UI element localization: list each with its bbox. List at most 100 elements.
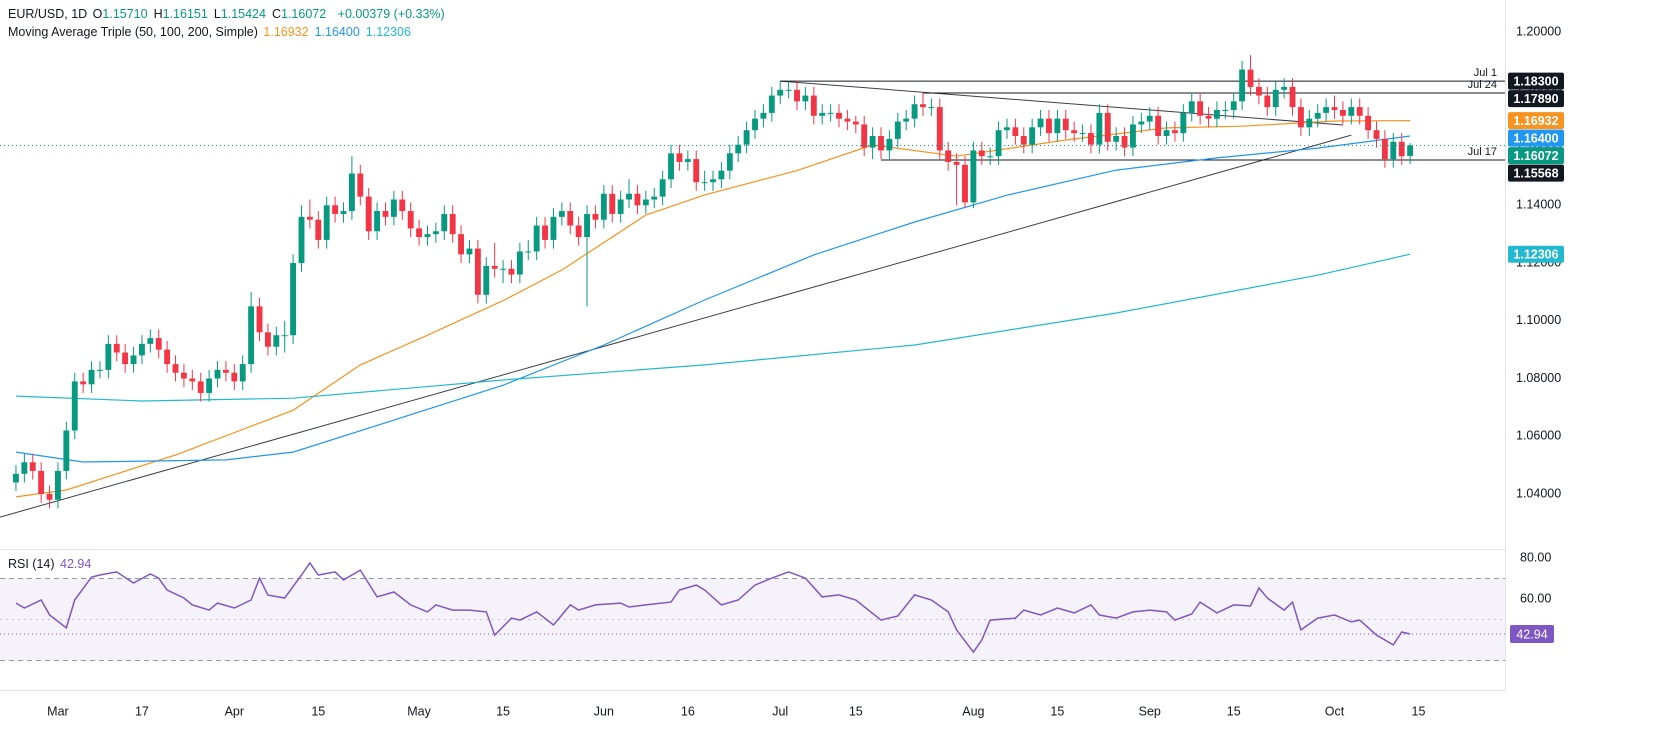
x-tick-label: Aug bbox=[962, 704, 984, 718]
level-label: Jul 17 bbox=[1468, 146, 1497, 158]
candle-body bbox=[399, 199, 406, 212]
candle-body bbox=[1029, 127, 1036, 145]
x-tick-label: 15 bbox=[1227, 704, 1241, 718]
price-tag bbox=[1508, 72, 1564, 90]
candle-body bbox=[189, 378, 196, 382]
candle-body bbox=[122, 352, 129, 365]
price-tag-label: 1.15568 bbox=[1513, 166, 1558, 180]
candle-body bbox=[1239, 69, 1246, 102]
rsi-tick-label: 60.00 bbox=[1520, 591, 1551, 605]
price-tag bbox=[1508, 245, 1564, 263]
price-tag bbox=[1508, 112, 1564, 130]
candle-body bbox=[1398, 141, 1405, 157]
x-tick-label: Jul bbox=[772, 704, 788, 718]
candle-body bbox=[567, 211, 574, 226]
candle-body bbox=[113, 343, 120, 353]
candle-body bbox=[474, 248, 481, 295]
candle-body bbox=[508, 268, 515, 275]
price-tag-label: 1.16072 bbox=[1513, 149, 1558, 163]
candle-body bbox=[962, 164, 968, 203]
candle-body bbox=[777, 89, 784, 96]
x-tick-label: Mar bbox=[47, 704, 69, 718]
symbol: EUR/USD, 1D bbox=[8, 7, 88, 21]
candle-body bbox=[21, 462, 28, 474]
candle-body bbox=[869, 135, 876, 148]
candle-body bbox=[38, 470, 45, 495]
candle-body bbox=[1281, 86, 1288, 90]
rsi-tag-label: 42.94 bbox=[1516, 627, 1547, 641]
price-tag-label: 1.12306 bbox=[1513, 247, 1558, 261]
candle-body bbox=[760, 112, 767, 119]
candle-body bbox=[180, 372, 187, 379]
candle-body bbox=[55, 470, 61, 500]
candle-body bbox=[1222, 110, 1229, 112]
candle-body bbox=[1088, 133, 1094, 145]
candle-body bbox=[1365, 115, 1372, 131]
price-tag bbox=[1508, 164, 1564, 182]
candle-body bbox=[802, 95, 809, 102]
candle-body bbox=[323, 205, 330, 240]
candle-body bbox=[164, 349, 171, 365]
candle-body bbox=[894, 121, 901, 139]
change: +0.00379 (+0.33%) bbox=[337, 7, 445, 21]
candle-body bbox=[424, 234, 431, 238]
candle-body bbox=[1079, 133, 1086, 135]
candle-body bbox=[743, 130, 750, 145]
rsi-value: 42.94 bbox=[60, 557, 92, 571]
candle-body bbox=[726, 153, 733, 171]
candle-body bbox=[836, 112, 842, 119]
price-tag bbox=[1508, 90, 1564, 108]
candle-body bbox=[584, 213, 590, 238]
candle-body bbox=[1356, 107, 1363, 116]
candle-body bbox=[390, 199, 397, 217]
candle-body bbox=[810, 95, 817, 116]
ma-value: 1.16400 bbox=[314, 25, 360, 39]
candle-body bbox=[701, 182, 708, 184]
candle-body bbox=[407, 211, 414, 229]
candle-body bbox=[651, 196, 658, 200]
candle-body bbox=[978, 150, 985, 157]
ohlc-label: O bbox=[92, 7, 103, 21]
candle-body bbox=[1046, 118, 1052, 134]
rsi-line bbox=[15, 561, 1411, 654]
candle-body bbox=[516, 251, 523, 275]
candle-body bbox=[155, 338, 162, 350]
candle-body bbox=[1012, 127, 1019, 136]
candle-body bbox=[1020, 135, 1027, 145]
candle-body bbox=[794, 89, 800, 102]
candle-body bbox=[718, 170, 725, 180]
candle-body bbox=[600, 193, 607, 220]
x-tick-label: Sep bbox=[1139, 704, 1161, 718]
candle-body bbox=[1062, 118, 1069, 131]
rsi-tick-label: 80.00 bbox=[1520, 550, 1551, 564]
candle-body bbox=[785, 89, 792, 91]
candle-body bbox=[592, 213, 599, 220]
price-tag bbox=[1508, 129, 1564, 147]
candle-body bbox=[550, 216, 557, 240]
x-tick-label: 15 bbox=[1412, 704, 1426, 718]
ohlc-label: H bbox=[153, 7, 163, 21]
candle-body bbox=[374, 211, 381, 232]
candle-body bbox=[491, 265, 498, 269]
x-tick-label: 15 bbox=[311, 704, 325, 718]
x-tick-label: 17 bbox=[135, 704, 149, 718]
candle-body bbox=[1407, 145, 1414, 156]
trendline bbox=[780, 80, 1343, 126]
candle-body bbox=[357, 173, 364, 197]
candle-body bbox=[105, 343, 112, 370]
candle-body bbox=[88, 369, 95, 385]
price-legend: EUR/USD, 1D O1.15710 H1.16151 L1.15424 C1.1… bbox=[8, 7, 447, 21]
ohlc-value: 1.16151 bbox=[162, 7, 208, 21]
candle-body bbox=[1121, 135, 1128, 148]
candle-body bbox=[1188, 101, 1195, 113]
ma-values: 1.16932 1.16400 1.12306 bbox=[263, 25, 417, 39]
candle-body bbox=[819, 112, 826, 116]
level-label: Jul 24 bbox=[1468, 79, 1497, 91]
y-tick-label: 1.10000 bbox=[1516, 313, 1561, 327]
candle-body bbox=[248, 306, 255, 365]
moving-average bbox=[15, 120, 1411, 498]
candle-body bbox=[575, 225, 582, 238]
candle-body bbox=[1155, 115, 1162, 136]
candle-body bbox=[273, 335, 280, 347]
